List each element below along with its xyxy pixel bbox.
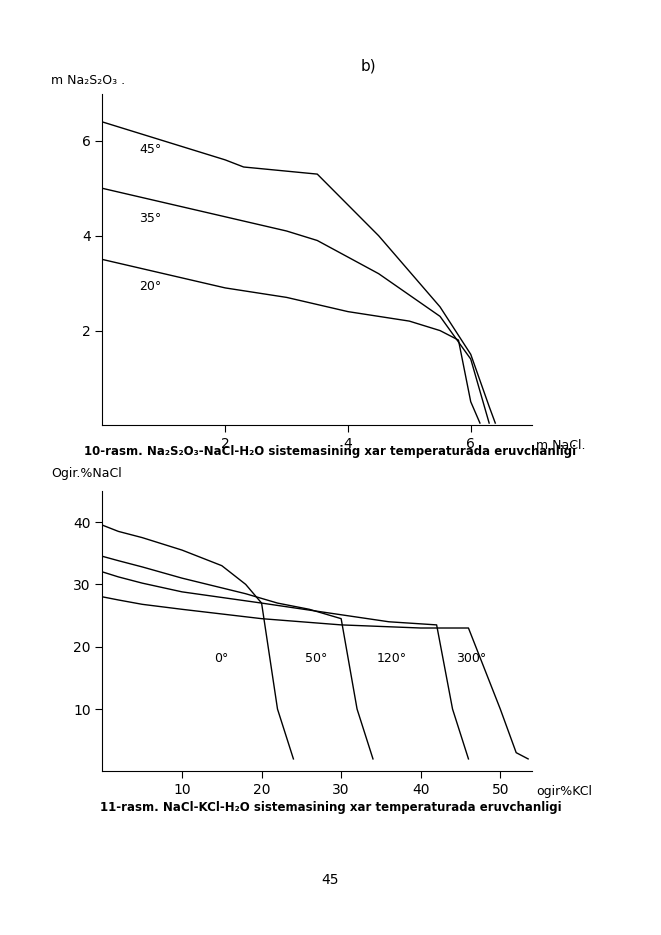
- Text: 50°: 50°: [305, 653, 328, 666]
- Text: 45°: 45°: [139, 143, 161, 156]
- Text: 20°: 20°: [139, 280, 161, 294]
- Text: 45: 45: [322, 872, 339, 886]
- Text: m NaCl.: m NaCl.: [537, 439, 586, 452]
- Text: b): b): [361, 59, 377, 74]
- Text: 11-rasm. NaCl-KCl-H₂O sistemasining xar temperaturada eruvchanligi: 11-rasm. NaCl-KCl-H₂O sistemasining xar …: [100, 800, 561, 813]
- Text: 300°: 300°: [457, 653, 486, 666]
- Text: 35°: 35°: [139, 211, 161, 224]
- Text: 0°: 0°: [214, 653, 228, 666]
- Text: m Na₂S₂O₃ .: m Na₂S₂O₃ .: [51, 74, 125, 87]
- Text: 120°: 120°: [377, 653, 407, 666]
- Text: ogir%KCl: ogir%KCl: [537, 785, 592, 798]
- Text: 10-rasm. Na₂S₂O₃-NaCl-H₂O sistemasining xar temperaturada eruvchanligi: 10-rasm. Na₂S₂O₃-NaCl-H₂O sistemasining …: [85, 445, 576, 458]
- Text: Ogir.%NaCl: Ogir.%NaCl: [51, 467, 122, 480]
